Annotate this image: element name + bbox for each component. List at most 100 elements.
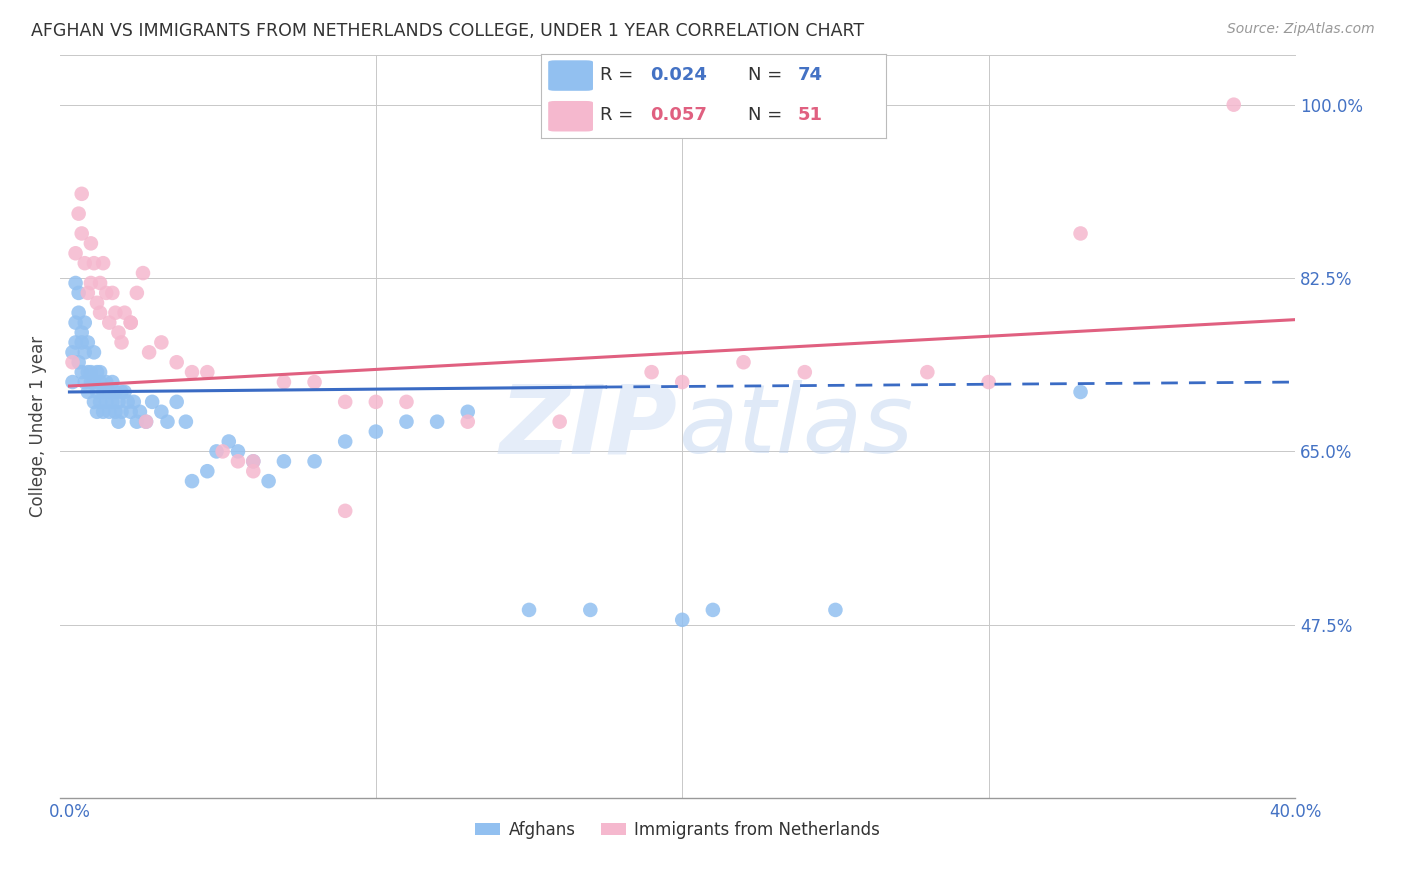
- Point: [226, 444, 249, 458]
- Point: [73, 345, 96, 359]
- Text: 51: 51: [799, 106, 823, 124]
- Point: [226, 454, 249, 468]
- Point: [70, 186, 93, 201]
- Point: [70, 227, 93, 241]
- Point: [150, 405, 173, 419]
- Point: [76, 384, 98, 399]
- Point: [242, 454, 264, 468]
- Point: [80, 276, 103, 290]
- Point: [101, 285, 124, 300]
- Point: [101, 375, 124, 389]
- Point: [335, 395, 357, 409]
- Point: [62, 375, 84, 389]
- Point: [156, 415, 179, 429]
- Text: AFGHAN VS IMMIGRANTS FROM NETHERLANDS COLLEGE, UNDER 1 YEAR CORRELATION CHART: AFGHAN VS IMMIGRANTS FROM NETHERLANDS CO…: [31, 22, 865, 40]
- Point: [80, 375, 103, 389]
- Point: [579, 603, 602, 617]
- Point: [1070, 384, 1092, 399]
- Point: [80, 365, 103, 379]
- Text: ZIP: ZIP: [499, 380, 678, 473]
- Point: [65, 276, 87, 290]
- Point: [273, 375, 295, 389]
- Point: [150, 335, 173, 350]
- Point: [120, 316, 142, 330]
- Point: [65, 316, 87, 330]
- Legend: Afghans, Immigrants from Netherlands: Afghans, Immigrants from Netherlands: [468, 814, 887, 846]
- Point: [76, 285, 98, 300]
- Point: [120, 316, 142, 330]
- Point: [70, 365, 93, 379]
- Point: [83, 395, 105, 409]
- Point: [91, 384, 114, 399]
- Point: [104, 384, 127, 399]
- Point: [1070, 227, 1092, 241]
- Point: [218, 434, 240, 449]
- Point: [104, 306, 127, 320]
- Point: [304, 454, 326, 468]
- FancyBboxPatch shape: [548, 61, 593, 91]
- Point: [89, 375, 111, 389]
- Point: [257, 474, 280, 488]
- Point: [62, 355, 84, 369]
- Point: [67, 207, 90, 221]
- Point: [211, 444, 233, 458]
- Point: [73, 316, 96, 330]
- Point: [89, 276, 111, 290]
- Point: [101, 395, 124, 409]
- Text: 0.024: 0.024: [650, 66, 707, 84]
- Point: [671, 375, 693, 389]
- Point: [174, 415, 197, 429]
- Point: [114, 384, 136, 399]
- Point: [395, 395, 418, 409]
- Point: [89, 306, 111, 320]
- Point: [120, 405, 142, 419]
- Point: [65, 246, 87, 260]
- Point: [205, 444, 228, 458]
- Point: [640, 365, 662, 379]
- Point: [70, 335, 93, 350]
- Text: 74: 74: [799, 66, 823, 84]
- Point: [89, 395, 111, 409]
- Point: [70, 326, 93, 340]
- Point: [181, 365, 204, 379]
- Point: [242, 464, 264, 478]
- Y-axis label: College, Under 1 year: College, Under 1 year: [30, 336, 46, 517]
- Point: [110, 335, 132, 350]
- Text: R =: R =: [600, 66, 638, 84]
- Point: [242, 454, 264, 468]
- Point: [517, 603, 540, 617]
- Text: N =: N =: [748, 106, 787, 124]
- Point: [364, 395, 387, 409]
- Point: [135, 415, 157, 429]
- Point: [122, 395, 145, 409]
- Point: [73, 375, 96, 389]
- Point: [125, 415, 148, 429]
- Text: R =: R =: [600, 106, 638, 124]
- Point: [195, 365, 218, 379]
- Point: [129, 405, 152, 419]
- Point: [132, 266, 155, 280]
- Point: [104, 405, 127, 419]
- Point: [86, 295, 108, 310]
- Point: [117, 395, 139, 409]
- Point: [107, 415, 129, 429]
- Point: [76, 335, 98, 350]
- Point: [91, 405, 114, 419]
- Point: [733, 355, 755, 369]
- Point: [135, 415, 157, 429]
- Point: [73, 256, 96, 270]
- Point: [125, 285, 148, 300]
- Point: [96, 375, 118, 389]
- Point: [671, 613, 693, 627]
- Point: [96, 395, 118, 409]
- Point: [166, 395, 188, 409]
- Text: atlas: atlas: [678, 380, 912, 473]
- Point: [181, 474, 204, 488]
- Point: [83, 256, 105, 270]
- Point: [977, 375, 1000, 389]
- Point: [67, 285, 90, 300]
- Point: [793, 365, 815, 379]
- Point: [1222, 97, 1244, 112]
- Point: [364, 425, 387, 439]
- Point: [91, 256, 114, 270]
